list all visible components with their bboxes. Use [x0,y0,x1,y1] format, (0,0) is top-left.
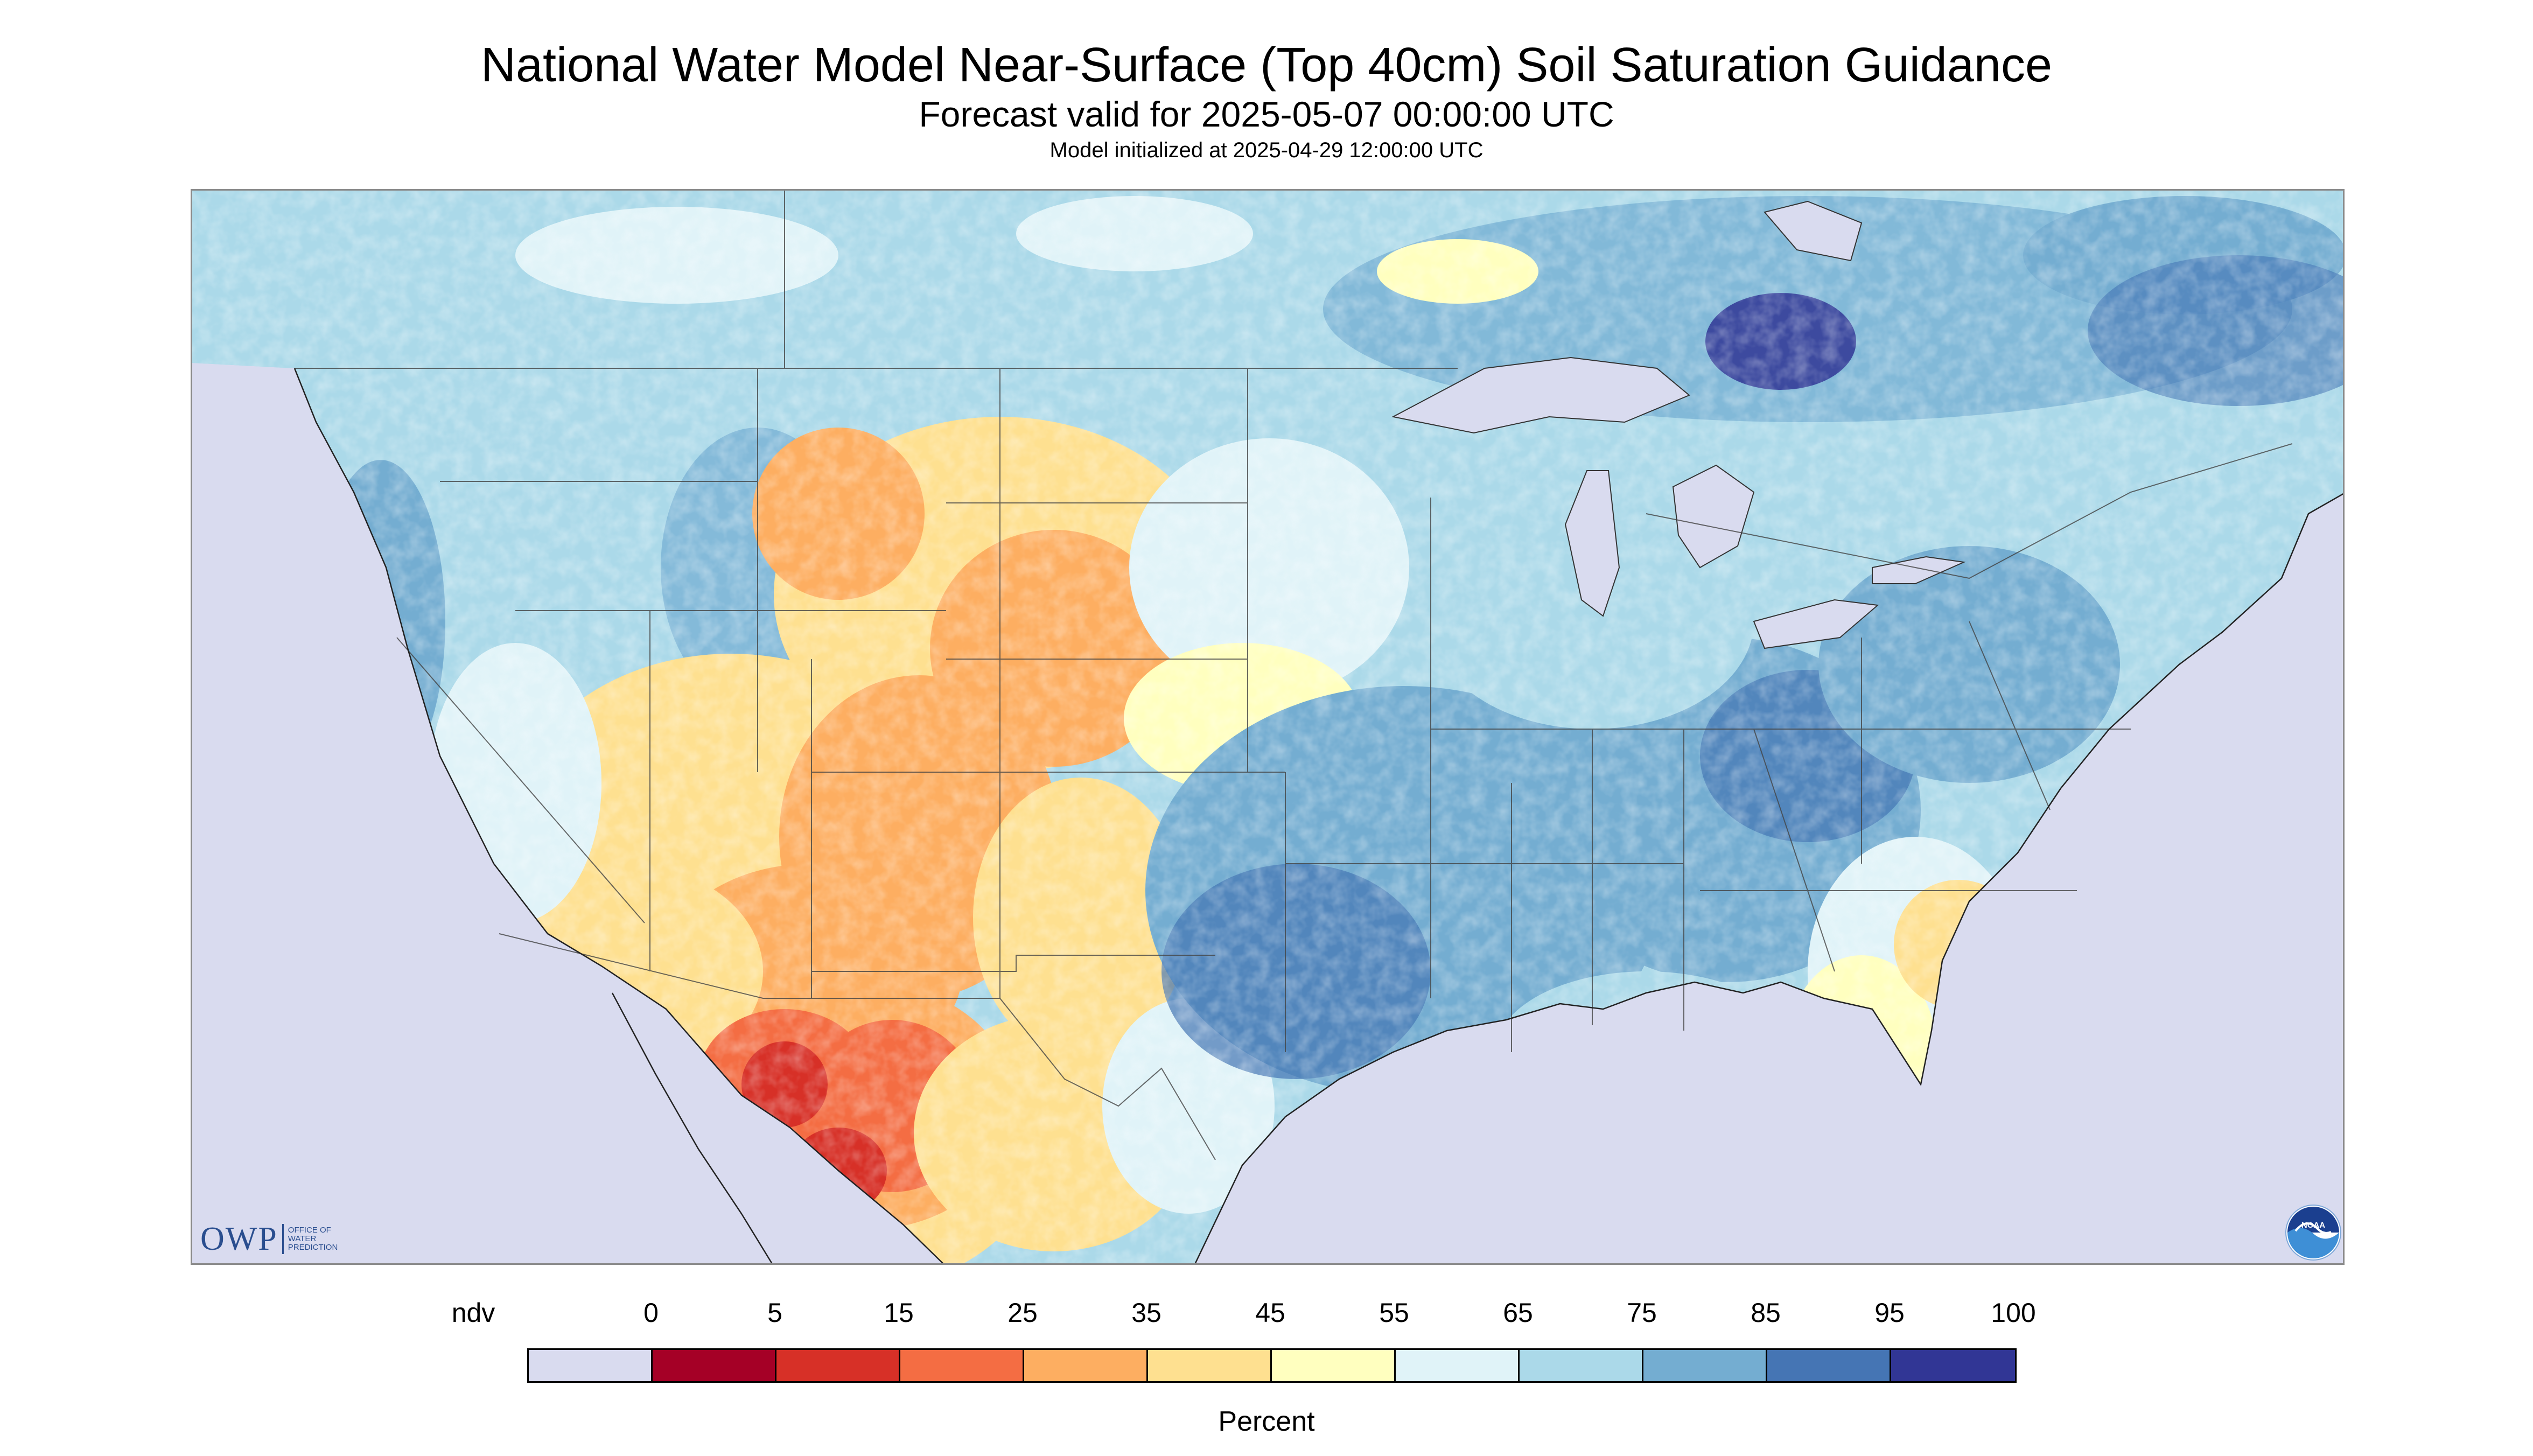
legend-swatch [1396,1350,1520,1381]
owp-logo: OWP Office of Water Prediction [200,1220,338,1258]
model-init-time: Model initialized at 2025-04-29 12:00:00… [1049,138,1484,162]
svg-text:NOAA: NOAA [2301,1221,2325,1230]
owp-logo-text: Office of Water Prediction [288,1226,338,1252]
legend-label-ndv: ndv [451,1298,495,1328]
legend-swatch [776,1350,900,1381]
state-borders [295,191,2293,1160]
map-title: National Water Model Near-Surface (Top 4… [480,38,2052,92]
legend-swatch [653,1350,776,1381]
legend-tick-label: 55 [1379,1298,1409,1328]
legend-swatch [1520,1350,1643,1381]
legend-swatch [529,1350,653,1381]
legend-swatch [1148,1350,1272,1381]
legend-tick-label: 35 [1131,1298,1161,1328]
legend-tick-label: 85 [1751,1298,1781,1328]
legend-tick-label: 75 [1627,1298,1657,1328]
soil-saturation-map [191,189,2345,1265]
noaa-logo-icon: NOAA [2285,1204,2342,1261]
legend-tick-label: 65 [1503,1298,1533,1328]
legend-tick-label: 0 [643,1298,659,1328]
legend-tick-label: 100 [1991,1298,2036,1328]
legend-swatch [1024,1350,1148,1381]
legend-tick-label: 5 [767,1298,782,1328]
great-lakes [1391,200,1966,649]
legend-swatch [900,1350,1024,1381]
coastlines [293,368,2343,1263]
legend-tick-label: 95 [1874,1298,1905,1328]
legend-tick-label: 15 [884,1298,914,1328]
legend-swatch [1272,1350,1396,1381]
owp-logo-mark: OWP [200,1221,278,1257]
legend-unit: Percent [1218,1406,1315,1437]
legend-color-bar [527,1348,2017,1383]
forecast-valid-time: Forecast valid for 2025-05-07 00:00:00 U… [919,94,1614,134]
legend-swatch [1891,1350,2015,1381]
legend-tick-label: 45 [1255,1298,1285,1328]
legend-swatch [1767,1350,1891,1381]
legend-swatch [1643,1350,1767,1381]
owp-logo-divider [282,1224,284,1254]
legend-tick-label: 25 [1007,1298,1038,1328]
